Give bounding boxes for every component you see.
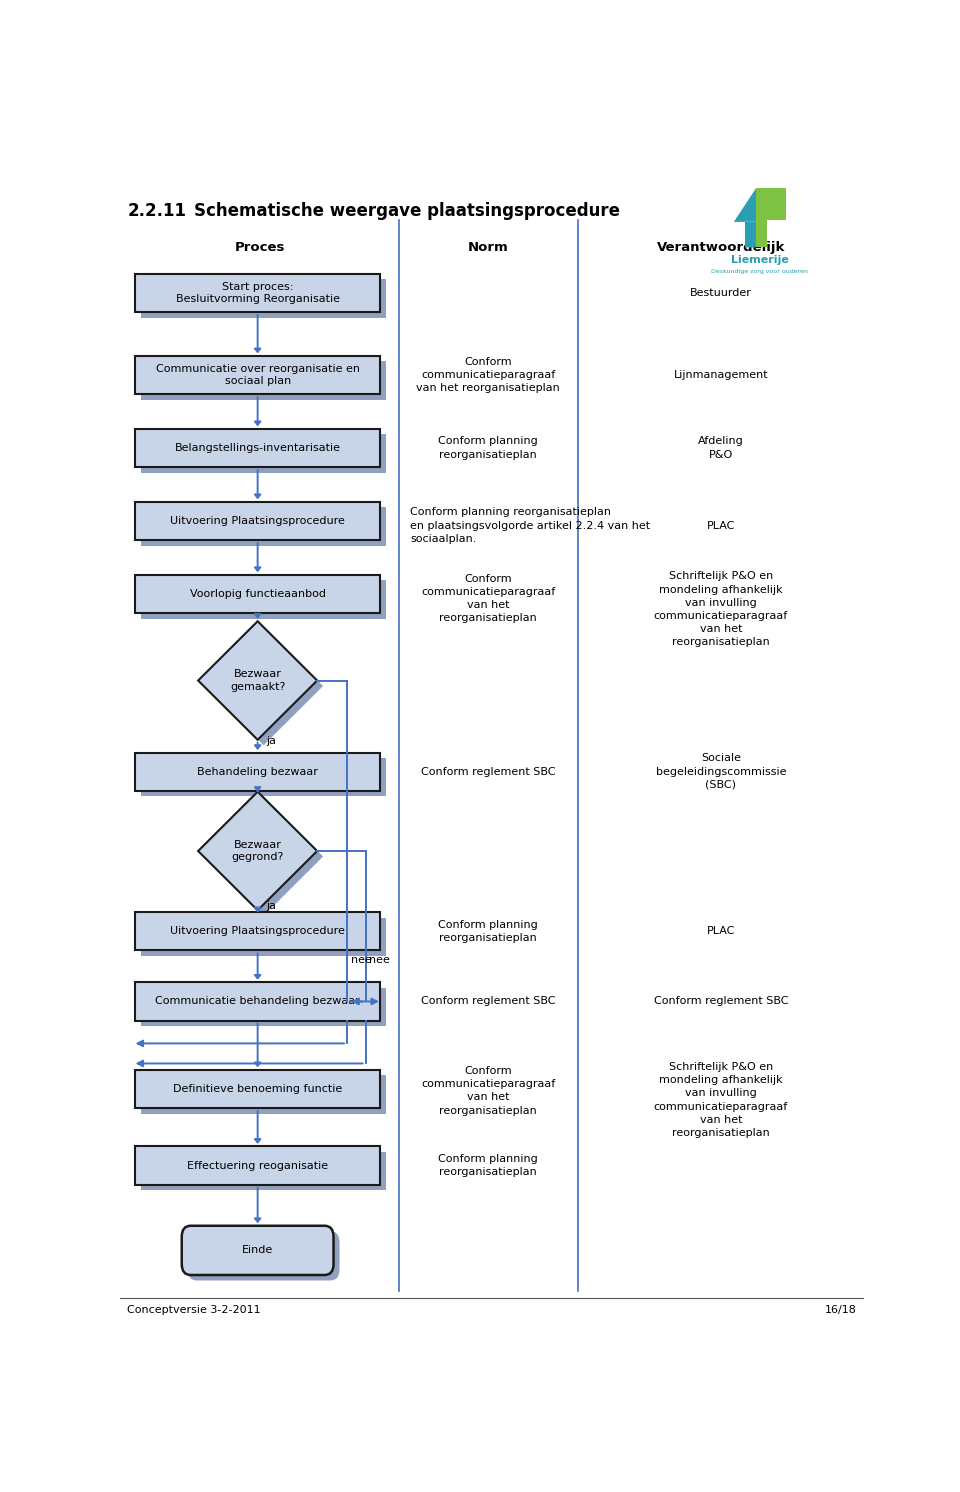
FancyBboxPatch shape: [134, 357, 380, 394]
FancyBboxPatch shape: [134, 275, 380, 312]
Text: Conform planning reorganisatieplan
en plaatsingsvolgorde artikel 2.2.4 van het
s: Conform planning reorganisatieplan en pl…: [410, 507, 650, 543]
Text: Conform
communicatieparagraaf
van het
reorganisatieplan: Conform communicatieparagraaf van het re…: [421, 1065, 556, 1116]
FancyBboxPatch shape: [134, 428, 380, 467]
Text: PLAC: PLAC: [707, 927, 735, 937]
Polygon shape: [204, 797, 324, 916]
Text: Conform
communicatieparagraaf
van het reorganisatieplan: Conform communicatieparagraaf van het re…: [417, 357, 560, 394]
Text: Bestuurder: Bestuurder: [690, 288, 752, 298]
Text: Conform planning
reorganisatieplan: Conform planning reorganisatieplan: [439, 437, 539, 460]
FancyBboxPatch shape: [188, 1231, 340, 1280]
Text: Start proces:
Besluitvorming Reorganisatie: Start proces: Besluitvorming Reorganisat…: [176, 282, 340, 304]
Text: Voorlopig functieaanbod: Voorlopig functieaanbod: [190, 589, 325, 598]
Text: Schriftelijk P&O en
mondeling afhankelijk
van invulling
communicatieparagraaf
va: Schriftelijk P&O en mondeling afhankelij…: [654, 1062, 788, 1138]
Text: Proces: Proces: [234, 240, 285, 254]
Polygon shape: [198, 621, 317, 740]
Text: Uitvoering Plaatsingsprocedure: Uitvoering Plaatsingsprocedure: [170, 927, 345, 937]
FancyBboxPatch shape: [141, 279, 386, 318]
Polygon shape: [733, 188, 756, 248]
Text: Communicatie behandeling bezwaar: Communicatie behandeling bezwaar: [156, 997, 360, 1007]
FancyBboxPatch shape: [134, 501, 380, 540]
Text: Conform reglement SBC: Conform reglement SBC: [421, 997, 556, 1007]
Text: Conform reglement SBC: Conform reglement SBC: [421, 767, 556, 777]
Text: Communicatie over reorganisatie en
sociaal plan: Communicatie over reorganisatie en socia…: [156, 364, 360, 386]
FancyBboxPatch shape: [141, 918, 386, 956]
FancyBboxPatch shape: [141, 988, 386, 1026]
Text: Schriftelijk P&O en
mondeling afhankelijk
van invulling
communicatieparagraaf
va: Schriftelijk P&O en mondeling afhankelij…: [654, 571, 788, 648]
FancyBboxPatch shape: [134, 1146, 380, 1185]
Text: Effectuering reoganisatie: Effectuering reoganisatie: [187, 1161, 328, 1171]
Text: Conceptversie 3-2-2011: Conceptversie 3-2-2011: [128, 1306, 261, 1314]
FancyBboxPatch shape: [141, 580, 386, 619]
Text: 2.2.11: 2.2.11: [128, 201, 186, 219]
Text: Deskundige zorg voor ouderen: Deskundige zorg voor ouderen: [711, 269, 808, 275]
Text: Norm: Norm: [468, 240, 509, 254]
Text: Afdeling
P&O: Afdeling P&O: [698, 437, 744, 460]
Text: nee: nee: [350, 955, 372, 965]
Text: Conform reglement SBC: Conform reglement SBC: [654, 997, 788, 1007]
Text: Verantwoordelijk: Verantwoordelijk: [657, 240, 785, 254]
FancyBboxPatch shape: [141, 758, 386, 797]
FancyBboxPatch shape: [134, 1070, 380, 1109]
FancyBboxPatch shape: [134, 912, 380, 950]
Polygon shape: [204, 627, 324, 746]
FancyBboxPatch shape: [181, 1226, 333, 1276]
Polygon shape: [198, 792, 317, 910]
Text: ja: ja: [267, 901, 276, 910]
Text: Behandeling bezwaar: Behandeling bezwaar: [197, 767, 318, 777]
Text: Bezwaar
gemaakt?: Bezwaar gemaakt?: [230, 670, 285, 692]
Text: Liemerije: Liemerije: [731, 255, 789, 264]
FancyBboxPatch shape: [141, 1152, 386, 1191]
Text: Definitieve benoeming functie: Definitieve benoeming functie: [173, 1085, 343, 1094]
Text: Sociale
begeleidingscommissie
(SBC): Sociale begeleidingscommissie (SBC): [656, 753, 786, 789]
FancyBboxPatch shape: [141, 1076, 386, 1113]
Text: Belangstellings-inventarisatie: Belangstellings-inventarisatie: [175, 443, 341, 454]
Text: Lijnmanagement: Lijnmanagement: [674, 370, 768, 380]
Polygon shape: [756, 188, 786, 248]
Text: Conform
communicatieparagraaf
van het
reorganisatieplan: Conform communicatieparagraaf van het re…: [421, 573, 556, 624]
FancyBboxPatch shape: [134, 982, 380, 1021]
Text: Conform planning
reorganisatieplan: Conform planning reorganisatieplan: [439, 919, 539, 943]
Text: Einde: Einde: [242, 1246, 274, 1255]
Text: 16/18: 16/18: [825, 1306, 856, 1314]
Text: Bezwaar
gegrond?: Bezwaar gegrond?: [231, 840, 284, 862]
FancyBboxPatch shape: [141, 507, 386, 546]
Text: ja: ja: [267, 736, 276, 746]
Text: PLAC: PLAC: [707, 521, 735, 531]
Text: Schematische weergave plaatsingsprocedure: Schematische weergave plaatsingsprocedur…: [194, 201, 620, 219]
Text: Uitvoering Plaatsingsprocedure: Uitvoering Plaatsingsprocedure: [170, 516, 345, 527]
FancyBboxPatch shape: [134, 574, 380, 613]
FancyBboxPatch shape: [141, 434, 386, 473]
FancyBboxPatch shape: [134, 752, 380, 791]
FancyBboxPatch shape: [141, 361, 386, 400]
Text: Conform planning
reorganisatieplan: Conform planning reorganisatieplan: [439, 1153, 539, 1177]
Text: nee: nee: [370, 955, 390, 965]
